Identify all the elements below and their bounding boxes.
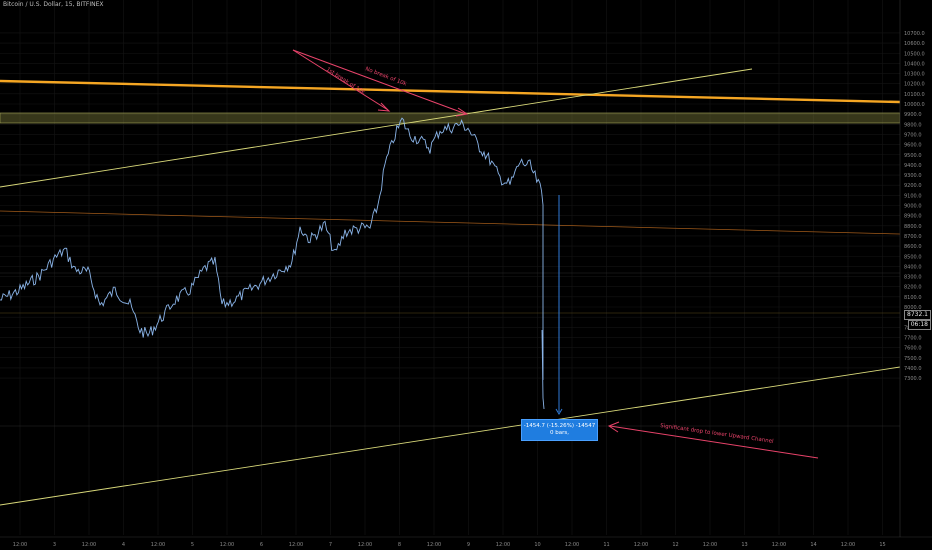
measure-tooltip: -1454.7 (-15.26%) -14547 0 bars, [521, 419, 598, 441]
price-tick-label: 9700.0 [904, 132, 922, 138]
time-tick-label: 12:00 [427, 542, 441, 548]
price-tick-label: 8500.0 [904, 254, 922, 260]
price-tick-label: 7700.0 [904, 335, 922, 341]
price-tick-label: 9200.0 [904, 183, 922, 189]
time-tick-label: 8 [398, 542, 401, 548]
time-tick-label: 12:00 [358, 542, 372, 548]
time-tick-label: 12 [672, 542, 678, 548]
price-tick-label: 8800.0 [904, 224, 922, 230]
time-axis [0, 537, 932, 550]
time-tick-label: 12:00 [13, 542, 27, 548]
price-tick-label: 10500.0 [904, 51, 925, 57]
price-tick-label: 8400.0 [904, 264, 922, 270]
time-tick-label: 13 [741, 542, 747, 548]
support-line [0, 210, 901, 235]
price-tick-label: 9400.0 [904, 163, 922, 169]
time-tick-label: 14 [810, 542, 816, 548]
time-tick-label: 6 [260, 542, 263, 548]
price-axis [900, 0, 932, 550]
price-tick-label: 7500.0 [904, 356, 922, 362]
price-tick-label: 10200.0 [904, 82, 925, 88]
measure-bars: 0 bars, [550, 430, 569, 436]
price-tick-label: 10600.0 [904, 41, 925, 47]
annotation-arrow-2-head [455, 107, 469, 117]
price-tick-label: 7600.0 [904, 346, 922, 352]
price-tick-label: 7400.0 [904, 366, 922, 372]
price-tick-label: 10400.0 [904, 61, 925, 67]
price-tick-label: 9900.0 [904, 112, 922, 118]
time-tick-label: 12:00 [151, 542, 165, 548]
annotation-arrow-1-head [377, 102, 391, 112]
annotation-arrow-3 [609, 425, 819, 459]
price-tick-label: 7300.0 [904, 376, 922, 382]
time-tick-label: 11 [603, 542, 609, 548]
time-tick-label: 12:00 [772, 542, 786, 548]
price-tick-label: 10000.0 [904, 102, 925, 108]
time-tick-label: 3 [53, 542, 56, 548]
last-price-label: 8732.1 [904, 310, 931, 320]
time-tick-label: 15 [879, 542, 885, 548]
price-tick-label: 10100.0 [904, 92, 925, 98]
symbol-title: Bitcoin / U.S. Dollar, 15, BITFINEX [3, 1, 104, 8]
annotation-text-1: 1st break of 10k [325, 67, 367, 97]
countdown-label: 06:18 [907, 320, 931, 330]
price-tick-label: 10700.0 [904, 31, 925, 37]
price-tick-label: 9000.0 [904, 204, 922, 210]
time-tick-label: 12:00 [82, 542, 96, 548]
price-tick-label: 10300.0 [904, 72, 925, 78]
annotation-text-3: Significant drop to lower Upward Channel [660, 423, 775, 445]
price-tick-label: 8700.0 [904, 234, 922, 240]
annotation-arrow-1 [292, 49, 389, 111]
time-tick-label: 9 [467, 542, 470, 548]
measure-value: -1454.7 (-15.26%) -14547 [523, 423, 596, 429]
price-tick-label: 9100.0 [904, 193, 922, 199]
time-tick-label: 4 [122, 542, 125, 548]
resistance-zone [0, 112, 901, 124]
time-tick-label: 12:00 [634, 542, 648, 548]
resistance-line [0, 79, 901, 104]
time-tick-label: 5 [191, 542, 194, 548]
annotation-arrow-2 [292, 49, 467, 115]
measure-arrow-head [555, 408, 563, 415]
time-tick-label: 12:00 [496, 542, 510, 548]
time-tick-label: 12:00 [289, 542, 303, 548]
time-tick-label: 7 [329, 542, 332, 548]
time-tick-label: 12:00 [565, 542, 579, 548]
price-tick-label: 8200.0 [904, 285, 922, 291]
price-tick-label: 8600.0 [904, 244, 922, 250]
price-series-line [0, 117, 545, 410]
price-tick-label: 8900.0 [904, 214, 922, 220]
price-tick-label: 9500.0 [904, 153, 922, 159]
time-tick-label: 12:00 [841, 542, 855, 548]
price-tick-label: 8100.0 [904, 295, 922, 301]
price-tick-label: 9300.0 [904, 173, 922, 179]
price-tick-label: 9600.0 [904, 143, 922, 149]
price-tick-label: 8000.0 [904, 305, 922, 311]
time-tick-label: 12:00 [220, 542, 234, 548]
time-tick-label: 10 [534, 542, 540, 548]
time-tick-label: 12:00 [703, 542, 717, 548]
price-tick-label: 9800.0 [904, 122, 922, 128]
price-tick-label: 8300.0 [904, 275, 922, 281]
lower-channel-line [0, 366, 901, 506]
upper-channel-line [0, 68, 753, 188]
annotation-arrow-3-head [607, 421, 620, 433]
